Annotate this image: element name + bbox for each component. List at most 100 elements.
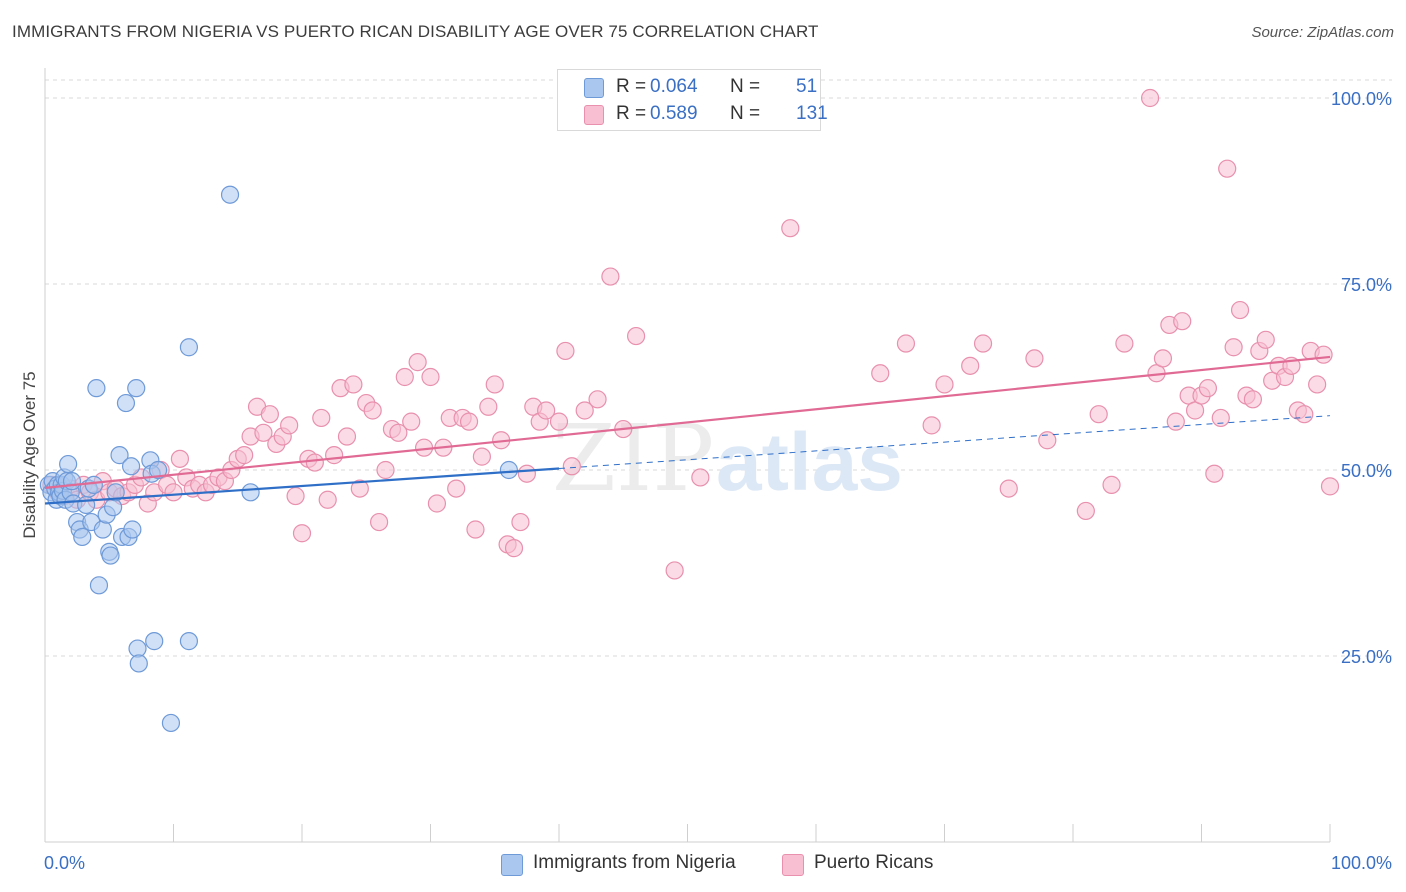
puerto-rican-point (556, 341, 575, 361)
nigeria-point (220, 185, 240, 204)
puerto-rican-point (1256, 330, 1275, 349)
puerto-rican-point (626, 326, 646, 346)
nigeria-point (179, 632, 199, 651)
y-axis-label: Disability Age Over 75 (20, 371, 39, 538)
puerto-rican-point (286, 486, 305, 506)
puerto-rican-point (389, 423, 408, 442)
puerto-rican-point (164, 483, 183, 502)
trend-layer (44, 355, 1331, 505)
nigeria-point (104, 498, 123, 517)
puerto-rican-point (337, 427, 357, 446)
puerto-rican-point (427, 494, 447, 513)
nigeria-trend-extension (558, 415, 1331, 470)
puerto-rican-point (421, 367, 440, 387)
nigeria-point (127, 379, 146, 398)
puerto-rican-point (1153, 349, 1173, 368)
puerto-rican-point (318, 490, 337, 509)
r-label: R = (616, 103, 647, 124)
puerto-rican-point (350, 479, 369, 498)
r-label: R = (616, 76, 647, 97)
puerto-rican-point (1295, 405, 1314, 424)
puerto-rican-point (402, 412, 421, 431)
puerto-rican-swatch (584, 105, 604, 125)
nigeria-legend-swatch (501, 854, 523, 876)
puerto-rican-point (1314, 345, 1333, 364)
puerto-rican-trend-line (44, 355, 1331, 489)
legend-label-puerto-rican: Puerto Ricans (814, 852, 934, 873)
puerto-rican-point (1173, 312, 1192, 331)
puerto-rican-point (973, 334, 993, 353)
r-value: 0.064 (650, 76, 698, 97)
legend-label-nigeria: Immigrants from Nigeria (533, 852, 736, 873)
x-tick-label-min: 0.0% (44, 853, 85, 873)
puerto-rican-point (1308, 375, 1327, 394)
nigeria-point (77, 495, 96, 515)
nigeria-swatch (584, 78, 604, 98)
puerto-rican-point (260, 405, 279, 424)
puerto-rican-point (562, 457, 581, 476)
puerto-rican-point (935, 375, 954, 394)
puerto-rican-point (466, 520, 485, 539)
y-tick-label: 100.0% (1331, 89, 1392, 109)
puerto-rican-point (517, 464, 536, 483)
puerto-rican-point (395, 367, 414, 387)
puerto-rican-point (588, 390, 607, 409)
y-tick-label: 75.0% (1341, 275, 1392, 295)
y-tick-label: 50.0% (1341, 461, 1392, 481)
puerto-rican-point (1218, 159, 1237, 178)
y-tick-label: 25.0% (1341, 647, 1392, 667)
puerto-rican-point (447, 479, 466, 498)
nigeria-point (106, 483, 125, 502)
nigeria-point (145, 632, 164, 651)
puerto-rican-point (479, 397, 498, 416)
puerto-rican-point (408, 353, 427, 372)
puerto-rican-point (1230, 300, 1250, 320)
chart-title: IMMIGRANTS FROM NIGERIA VS PUERTO RICAN … (12, 22, 819, 41)
nigeria-point (93, 520, 112, 539)
puerto-rican-point (665, 561, 684, 580)
n-value: 131 (796, 103, 828, 124)
puerto-rican-point (312, 408, 331, 428)
nigeria-point (161, 713, 181, 733)
puerto-rican-point (1025, 349, 1044, 368)
puerto-rican-point (344, 375, 363, 394)
nigeria-trend-line (44, 467, 560, 505)
nigeria-point (87, 379, 106, 398)
puerto-rican-point (1205, 464, 1224, 483)
n-label: N = (730, 76, 761, 97)
puerto-rican-point (472, 447, 491, 466)
puerto-rican-point (370, 512, 389, 532)
stats-legend: R = 0.064 N = 51 R = 0.589 N = 131 (557, 69, 828, 131)
points-layer (39, 88, 1340, 733)
nigeria-point (129, 654, 148, 673)
puerto-rican-point (305, 453, 324, 472)
nigeria-point (89, 576, 109, 595)
puerto-rican-point (235, 446, 254, 465)
puerto-rican-point (504, 539, 524, 558)
axis-layer: 25.0% 50.0% 75.0% 100.0% (44, 68, 1392, 843)
r-value: 0.589 (650, 103, 698, 124)
puerto-rican-point (549, 412, 569, 431)
puerto-rican-point (280, 416, 299, 435)
nigeria-point (101, 546, 120, 565)
nigeria-point (73, 527, 92, 547)
nigeria-point (499, 460, 518, 480)
puerto-rican-point (1243, 390, 1263, 409)
puerto-rican-point (537, 401, 556, 420)
puerto-rican-point (376, 460, 395, 480)
puerto-rican-point (1089, 405, 1108, 424)
nigeria-point (84, 475, 103, 494)
nigeria-point (148, 460, 168, 480)
nigeria-point (110, 446, 129, 465)
puerto-rican-point (922, 416, 941, 435)
nigeria-point (241, 483, 260, 502)
puerto-rican-point (292, 524, 312, 543)
puerto-rican-point (170, 449, 190, 468)
watermark-atlas: atlas (716, 417, 903, 508)
nigeria-point (59, 454, 78, 474)
puerto-rican-point (961, 356, 980, 375)
puerto-rican-point (1038, 431, 1057, 450)
watermark: ZIP atlas (552, 405, 903, 512)
puerto-rican-point (1102, 475, 1121, 494)
